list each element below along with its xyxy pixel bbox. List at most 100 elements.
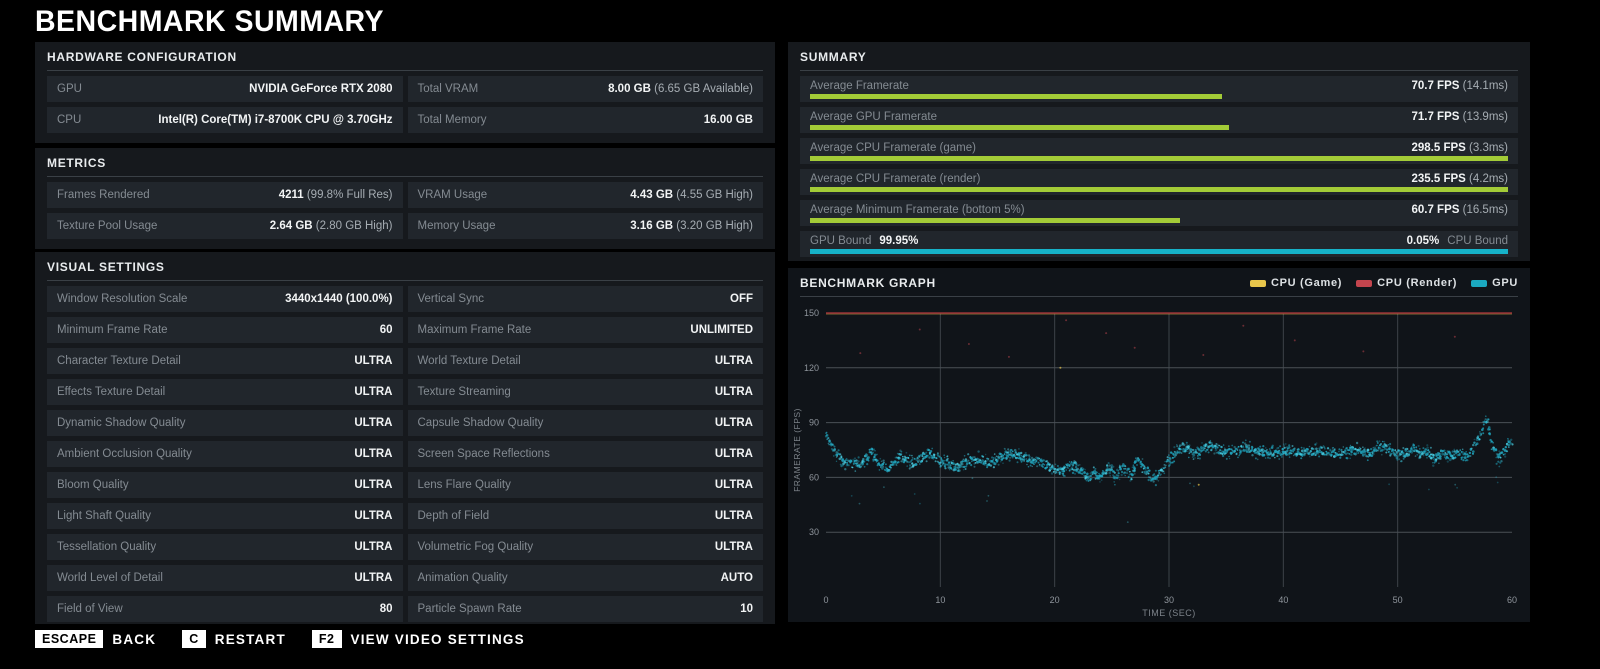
gpu-framerate-point (1208, 451, 1210, 453)
gpu-framerate-point (1510, 439, 1512, 441)
row-animation-quality: Animation Quality AUTO (408, 565, 764, 591)
gpu-framerate-point (1206, 443, 1207, 444)
gpu-framerate-point (1347, 452, 1349, 454)
gpu-framerate-point (1446, 453, 1448, 455)
gpu-framerate-point (988, 458, 990, 460)
setting-label: Depth of Field (418, 510, 490, 522)
gpu-framerate-point (874, 450, 876, 452)
hint-view-video-settings[interactable]: F2VIEW VIDEO SETTINGS (312, 630, 525, 648)
gpu-framerate-point (1025, 452, 1027, 454)
settings-row: CPUIntel(R) Core(TM) i7-8700K CPU @ 3.70… (47, 107, 763, 133)
gpu-framerate-point (1055, 464, 1057, 466)
gpu-framerate-point (1010, 451, 1011, 452)
gpu-framerate-point (1298, 449, 1300, 451)
gpu-framerate-point (1272, 455, 1274, 457)
y-axis-label: FRAMERATE (FPS) (792, 408, 802, 492)
gpu-framerate-point (1378, 440, 1380, 442)
gpu-framerate-point (1473, 453, 1474, 454)
gpu-framerate-point (1192, 454, 1195, 457)
gpu-framerate-point (866, 454, 868, 456)
summary-header: SUMMARY (800, 42, 1518, 71)
row-effects-texture-detail: Effects Texture DetailULTRA (47, 379, 403, 405)
summary-value: 70.7 FPS (14.1ms) (1411, 80, 1508, 92)
gpu-framerate-point (905, 457, 907, 459)
hint-restart[interactable]: CRESTART (182, 630, 286, 648)
gpu-framerate-point (1242, 442, 1244, 444)
settings-row: Frames Rendered4211 (99.8% Full Res)VRAM… (47, 182, 763, 208)
gpu-framerate-point (1021, 461, 1023, 463)
setting-label: Screen Space Reflections (418, 448, 550, 460)
gpu-framerate-point (828, 444, 830, 446)
gpu-framerate-point (1173, 446, 1175, 448)
summary-label: Average CPU Framerate (render) (810, 173, 980, 185)
gpu-framerate-point (1386, 445, 1388, 447)
gpu-framerate-point (1277, 455, 1279, 457)
gpu-bound-group: GPU Bound99.95% (810, 235, 918, 247)
gpu-framerate-point (1228, 445, 1230, 447)
gpu-framerate-point (877, 464, 879, 466)
summary-row-line: Average GPU Framerate71.7 FPS (13.9ms) (810, 109, 1508, 125)
gpu-framerate-point (974, 466, 976, 468)
gpu-framerate-point (920, 454, 922, 456)
gpu-framerate-point (1228, 448, 1230, 450)
setting-label: Field of View (57, 603, 123, 615)
gpu-framerate-point (836, 456, 837, 457)
page-title: BENCHMARK SUMMARY (35, 5, 384, 39)
gpu-framerate-point (1155, 470, 1157, 472)
gpu-framerate-point (909, 455, 911, 457)
gpu-framerate-point (1093, 466, 1095, 468)
gpu-framerate-point (1356, 442, 1358, 444)
keyboard-hints-bar: ESCAPEBACK CRESTART F2VIEW VIDEO SETTINGS (35, 630, 525, 648)
row-world-level-of-detail: World Level of DetailULTRA (47, 565, 403, 591)
setting-value: 4.43 GB (4.55 GB High) (630, 189, 753, 201)
setting-label: Maximum Frame Rate (418, 324, 532, 336)
gpu-framerate-point (1473, 442, 1476, 445)
summary-subvalue: (3.3ms) (1466, 142, 1508, 154)
gpu-framerate-point (1350, 454, 1352, 456)
hint-back[interactable]: ESCAPEBACK (35, 630, 156, 648)
gpu-framerate-point (1088, 480, 1090, 482)
visual-settings-panel: VISUAL SETTINGS Window Resolution Scale3… (35, 252, 775, 624)
summary-row-line: Average CPU Framerate (game)298.5 FPS (3… (810, 140, 1508, 156)
gpu-framerate-point (1039, 458, 1041, 460)
setting-label: Texture Streaming (418, 386, 511, 398)
gpu-framerate-point (1391, 453, 1393, 455)
gpu-framerate-point (1281, 454, 1283, 456)
gpu-framerate-point (1472, 450, 1475, 453)
gpu-framerate-point (1456, 487, 1458, 489)
gpu-framerate-point (1189, 483, 1191, 485)
gpu-framerate-point (1388, 448, 1391, 451)
gpu-framerate-point (906, 452, 908, 454)
gpu-framerate-point (1286, 450, 1288, 452)
gpu-framerate-point (1156, 478, 1158, 480)
gpu-framerate-point (1411, 446, 1413, 448)
gpu-framerate-point (1344, 449, 1346, 451)
gpu-framerate-point (1383, 441, 1385, 443)
gpu-framerate-point (964, 455, 966, 457)
gpu-framerate-point (1015, 451, 1017, 453)
gpu-framerate-point (869, 449, 871, 451)
gpu-framerate-point (933, 454, 935, 456)
row-memory-usage: Memory Usage3.16 GB (3.20 GB High) (408, 213, 764, 239)
gpu-framerate-point (1033, 464, 1035, 466)
setting-value: AUTO (721, 572, 753, 584)
gpu-framerate-point (1268, 451, 1270, 453)
gpu-framerate-point (1470, 455, 1472, 457)
gpu-framerate-point (1126, 472, 1128, 474)
gpu-framerate-point (1349, 453, 1351, 455)
gpu-framerate-point (1301, 447, 1303, 449)
gpu-framerate-point (1026, 464, 1028, 466)
cpu-render-point (1242, 325, 1244, 327)
gpu-framerate-point (1060, 471, 1062, 473)
setting-value: OFF (730, 293, 753, 305)
gpu-framerate-point (1343, 446, 1344, 447)
setting-value: 2.64 GB (2.80 GB High) (270, 220, 393, 232)
gpu-framerate-point (1265, 457, 1267, 459)
gpu-framerate-point (952, 460, 954, 462)
gpu-framerate-point (1281, 456, 1283, 458)
gpu-framerate-point (944, 465, 946, 467)
y-tick-label: 90 (809, 418, 819, 428)
summary-rows: Average Framerate70.7 FPS (14.1ms)Averag… (788, 71, 1530, 263)
setting-label: Animation Quality (418, 572, 508, 584)
gpu-framerate-point (1036, 460, 1038, 462)
